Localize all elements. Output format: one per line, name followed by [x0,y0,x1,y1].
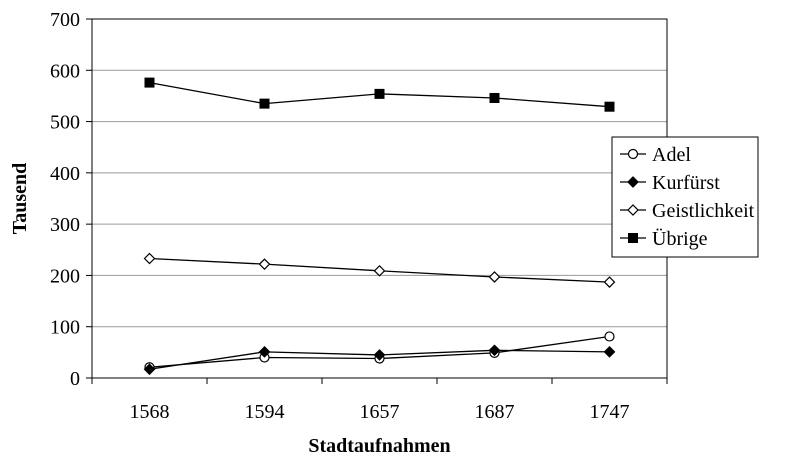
plot-area [91,18,668,379]
series-kurf-rst [143,344,616,376]
data-point [604,101,615,112]
data-point [603,276,616,288]
y-tick-label: 700 [50,9,80,31]
y-tick-label: 400 [50,163,80,185]
legend-label: Kurfürst [652,172,720,194]
axes: 0 100 200 300 400 500 600 700 1568 1594 1657 1687 17… [50,9,668,423]
legend-marker [627,148,639,160]
x-tick-label: 1568 [130,401,170,423]
x-tick-label: 1747 [590,401,630,423]
series--brige [144,77,615,112]
data-point [143,252,156,265]
data-point [374,88,385,99]
legend-label: Übrige [652,227,708,250]
data-point [604,331,615,342]
data-point [489,92,500,103]
data-point [143,363,156,376]
x-tick-label: 1594 [245,401,285,423]
data-point [258,345,271,358]
legend-marker [627,204,639,216]
x-tick-label: 1657 [360,401,400,423]
y-tick-label: 300 [50,214,80,236]
y-tick-label: 200 [50,265,80,287]
legend: Adel Kurfürst Geistlichkeit Übrige [611,136,759,258]
data-point [603,345,616,358]
legend-marker [627,176,639,188]
data-point [373,349,386,361]
data-point [259,98,270,109]
x-tick-label: 1687 [475,401,515,423]
data-point [488,344,501,357]
legend-label: Geistlichkeit [652,200,755,222]
data-point [144,77,155,88]
x-axis-title: Stadtaufnahmen [308,435,450,457]
data-point [258,258,271,270]
series-geistlichkeit [143,252,616,288]
y-tick-label: 100 [50,317,80,339]
legend-label: Adel [652,144,691,166]
series [143,77,616,376]
y-tick-label: 600 [50,60,80,82]
y-tick-label: 500 [50,112,80,134]
y-tick-label: 0 [70,368,80,390]
data-point [488,271,501,283]
y-axis-title: Tausend [9,163,31,235]
legend-marker [628,233,638,243]
data-point [373,264,386,277]
